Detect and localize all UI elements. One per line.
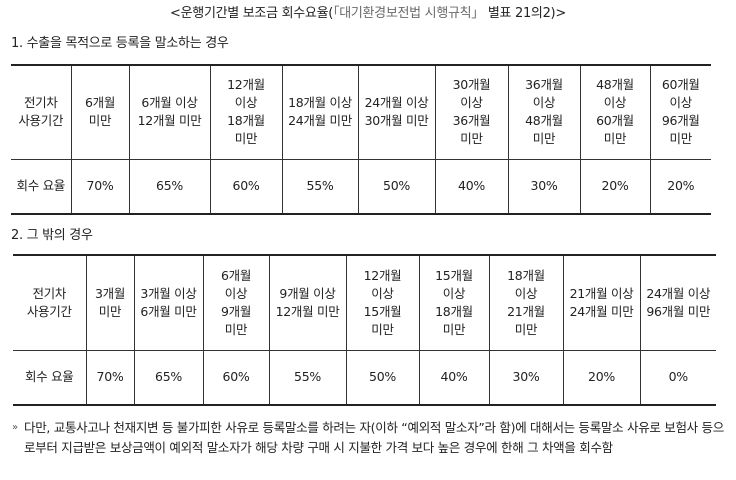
rate-cell: 20%: [649, 158, 711, 215]
period-cell: 3개월 이상 6개월 미만: [133, 254, 204, 351]
recovery-rate-table-export: 전기차 사용기간 6개월 미만 6개월 이상 12개월 미만 12개월 이상 1…: [11, 64, 711, 215]
note-text: 다만, 교통사고나 천재지변 등 불가피한 사유로 등록말소를 하려는 자(이하…: [24, 420, 724, 455]
rate-cell: 55%: [281, 158, 359, 215]
rate-cell: 50%: [345, 349, 420, 406]
period-cell: 6개월 이상 9개월 미만: [202, 254, 270, 351]
period-cell: 60개월 이상 96개월 미만: [649, 64, 711, 160]
rate-cell: 65%: [128, 158, 211, 215]
rate-cell: 20%: [579, 158, 651, 215]
rate-cell: 30%: [507, 158, 581, 215]
rate-row: 회수 요율 70% 65% 60% 55% 50% 40% 30% 20% 0%: [13, 349, 716, 406]
section-heading-other: 2. 그 밖의 경우: [11, 228, 93, 243]
period-cell: 21개월 이상 24개월 미만: [562, 254, 641, 351]
page-title: <운행기간별 보조금 회수요율(「대기환경보전법 시행규칙」 별표 21의2)>: [0, 4, 736, 24]
rate-cell: 40%: [434, 158, 509, 215]
rate-cell: 0%: [639, 349, 716, 406]
period-cell: 3개월 미만: [85, 254, 135, 351]
law-reference: 「대기환경보전법 시행규칙」: [333, 6, 484, 21]
period-cell: 15개월 이상 18개월 미만: [418, 254, 490, 351]
rate-cell: 30%: [488, 349, 564, 406]
title-main: <운행기간별 보조금 회수요율(: [170, 6, 333, 21]
period-cell: 9개월 이상 12개월 미만: [268, 254, 347, 351]
rate-cell: 70%: [70, 158, 130, 215]
period-cell: 30개월 이상 36개월 미만: [434, 64, 509, 160]
rate-cell: 70%: [85, 349, 135, 406]
period-cell: 6개월 이상 12개월 미만: [128, 64, 211, 160]
recovery-rate-table-other: 전기차 사용기간 3개월 미만 3개월 이상 6개월 미만 6개월 이상 9개월…: [13, 254, 716, 406]
note-bullet-icon: »: [12, 422, 18, 433]
period-row: 전기차 사용기간 3개월 미만 3개월 이상 6개월 미만 6개월 이상 9개월…: [13, 254, 716, 351]
rate-header-cell: 회수 요율: [13, 349, 87, 406]
rate-header-cell: 회수 요율: [11, 158, 72, 215]
rate-cell: 55%: [268, 349, 347, 406]
section-heading-export: 1. 수출을 목적으로 등록을 말소하는 경우: [11, 36, 229, 51]
period-cell: 24개월 이상 96개월 미만: [639, 254, 716, 351]
period-cell: 24개월 이상 30개월 미만: [357, 64, 436, 160]
period-header-cell: 전기차 사용기간: [13, 254, 87, 351]
rate-cell: 20%: [562, 349, 641, 406]
rate-row: 회수 요율 70% 65% 60% 55% 50% 40% 30% 20% 20…: [11, 158, 711, 215]
title-suffix: 별표 21의2)>: [484, 6, 566, 21]
exception-note: » 다만, 교통사고나 천재지변 등 불가피한 사유로 등록말소를 하려는 자(…: [12, 418, 724, 458]
period-header-cell: 전기차 사용기간: [11, 64, 72, 160]
period-cell: 18개월 이상 24개월 미만: [281, 64, 359, 160]
period-cell: 18개월 이상 21개월 미만: [488, 254, 564, 351]
period-row: 전기차 사용기간 6개월 미만 6개월 이상 12개월 미만 12개월 이상 1…: [11, 64, 711, 160]
rate-cell: 60%: [209, 158, 283, 215]
period-cell: 12개월 이상 18개월 미만: [209, 64, 283, 160]
period-cell: 48개월 이상 60개월 미만: [579, 64, 651, 160]
rate-cell: 40%: [418, 349, 490, 406]
period-cell: 36개월 이상 48개월 미만: [507, 64, 581, 160]
rate-cell: 65%: [133, 349, 204, 406]
period-cell: 6개월 미만: [70, 64, 130, 160]
rate-cell: 50%: [357, 158, 436, 215]
period-cell: 12개월 이상 15개월 미만: [345, 254, 420, 351]
rate-cell: 60%: [202, 349, 270, 406]
